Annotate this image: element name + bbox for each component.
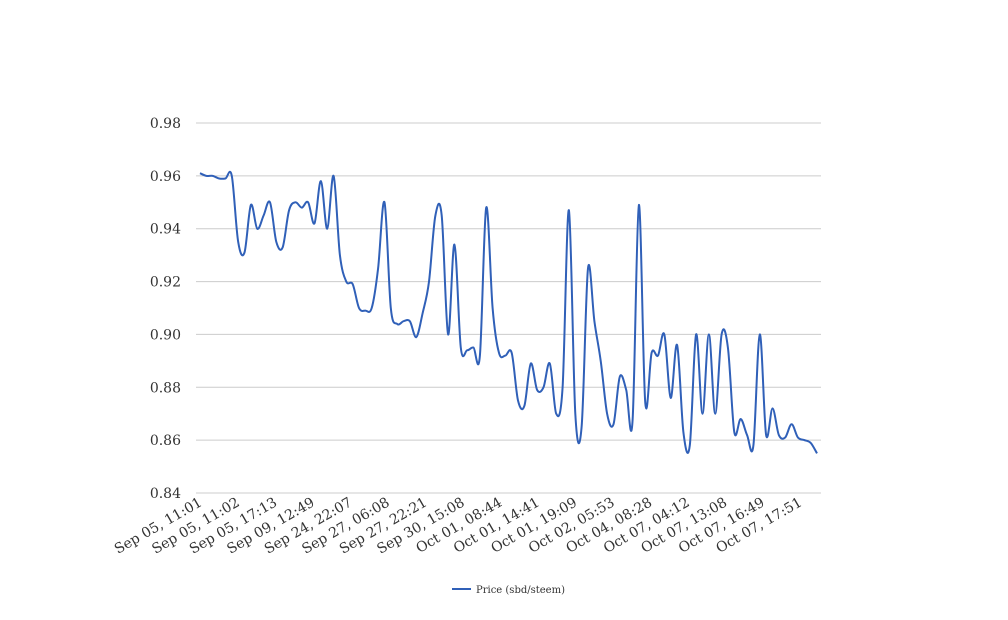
- y-tick-label: 0.96: [150, 169, 181, 185]
- legend: Price (sbd/steem): [452, 585, 565, 596]
- grid-lines: [196, 122, 821, 494]
- series-line-price: [199, 170, 818, 454]
- y-tick-label: 0.86: [150, 433, 181, 449]
- series-layer: [199, 170, 818, 454]
- legend-label: Price (sbd/steem): [476, 585, 565, 596]
- y-tick-label: 0.84: [150, 486, 181, 502]
- y-tick-label: 0.94: [150, 222, 181, 238]
- y-tick-label: 0.90: [150, 327, 181, 343]
- y-tick-label: 0.92: [150, 275, 181, 291]
- y-axis-ticks: 0.84 0.86 0.88 0.90 0.92 0.94 0.96 0.98: [150, 116, 181, 502]
- y-tick-label: 0.98: [150, 116, 181, 132]
- y-tick-label: 0.88: [150, 380, 181, 396]
